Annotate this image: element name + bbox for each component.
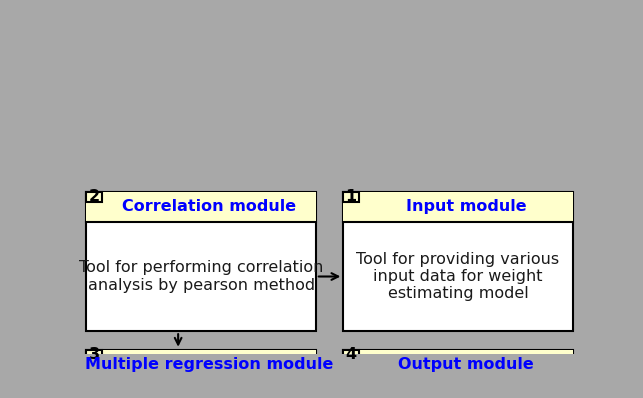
Text: Input module: Input module: [406, 199, 526, 214]
Bar: [343, 192, 573, 331]
Bar: [343, 349, 359, 359]
Bar: [86, 192, 316, 331]
Text: 1: 1: [346, 189, 357, 204]
Text: Multiple regression module: Multiple regression module: [85, 357, 333, 372]
Text: 4: 4: [346, 347, 357, 362]
Bar: [86, 192, 102, 202]
Text: Tool for providing various
input data for weight
estimating model: Tool for providing various input data fo…: [356, 252, 559, 301]
Text: Correlation module: Correlation module: [122, 199, 296, 214]
Text: 2: 2: [89, 189, 100, 204]
Bar: [343, 349, 573, 380]
Bar: [86, 192, 316, 222]
Bar: [86, 349, 102, 359]
Text: Output module: Output module: [398, 357, 534, 372]
Text: 3: 3: [89, 347, 100, 362]
Bar: [343, 192, 573, 222]
Bar: [86, 349, 316, 398]
Text: Tool for performing correlation
analysis by pearson method: Tool for performing correlation analysis…: [79, 260, 323, 293]
Bar: [343, 192, 359, 202]
Bar: [86, 349, 316, 380]
Bar: [343, 349, 573, 398]
